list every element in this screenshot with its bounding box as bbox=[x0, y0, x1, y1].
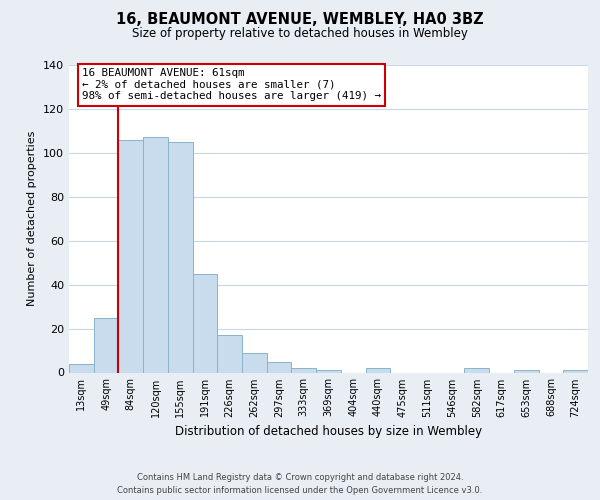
Bar bbox=[118, 140, 143, 372]
Bar bbox=[69, 364, 94, 372]
Text: 16 BEAUMONT AVENUE: 61sqm
← 2% of detached houses are smaller (7)
98% of semi-de: 16 BEAUMONT AVENUE: 61sqm ← 2% of detach… bbox=[82, 68, 381, 102]
Bar bbox=[464, 368, 489, 372]
X-axis label: Distribution of detached houses by size in Wembley: Distribution of detached houses by size … bbox=[175, 425, 482, 438]
Bar bbox=[514, 370, 539, 372]
Bar bbox=[217, 335, 242, 372]
Bar bbox=[267, 362, 292, 372]
Bar bbox=[143, 138, 168, 372]
Text: Size of property relative to detached houses in Wembley: Size of property relative to detached ho… bbox=[132, 28, 468, 40]
Bar bbox=[168, 142, 193, 372]
Bar bbox=[563, 370, 588, 372]
Y-axis label: Number of detached properties: Number of detached properties bbox=[28, 131, 37, 306]
Bar bbox=[292, 368, 316, 372]
Bar bbox=[242, 352, 267, 372]
Text: Contains public sector information licensed under the Open Government Licence v3: Contains public sector information licen… bbox=[118, 486, 482, 495]
Bar bbox=[316, 370, 341, 372]
Text: Contains HM Land Registry data © Crown copyright and database right 2024.: Contains HM Land Registry data © Crown c… bbox=[137, 472, 463, 482]
Bar bbox=[365, 368, 390, 372]
Bar bbox=[94, 318, 118, 372]
Bar bbox=[193, 274, 217, 372]
Text: 16, BEAUMONT AVENUE, WEMBLEY, HA0 3BZ: 16, BEAUMONT AVENUE, WEMBLEY, HA0 3BZ bbox=[116, 12, 484, 28]
